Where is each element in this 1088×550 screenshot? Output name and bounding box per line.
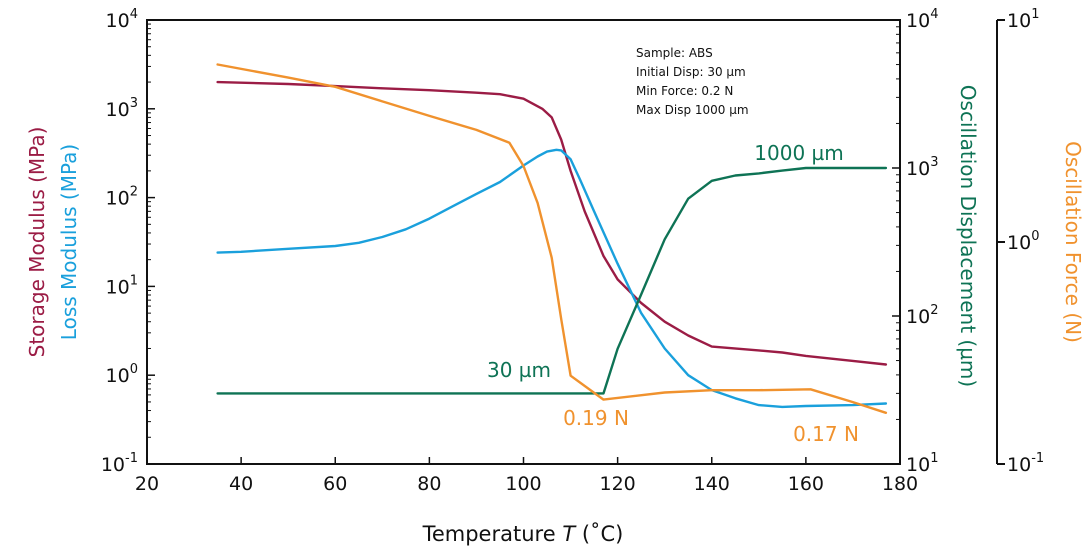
force-tick-label: 100	[1007, 229, 1039, 254]
plot-frame	[146, 19, 901, 465]
annotation-1000um: 1000 µm	[754, 141, 843, 165]
info-line-3: Min Force: 0.2 N	[636, 84, 733, 98]
x-tick-label: 120	[599, 473, 635, 495]
left-tick-label: 10-1	[101, 451, 138, 476]
storage-modulus-axis-label: Storage Modulus (MPa)	[25, 127, 49, 358]
oscillation-force-axis-label: Oscillation Force (N)	[1061, 141, 1085, 343]
force-tick-label: 101	[1007, 7, 1039, 32]
storage-modulus-line	[216, 80, 888, 366]
annotation-019N: 0.19 N	[563, 406, 629, 430]
info-line-1: Sample: ABS	[636, 46, 713, 60]
right-tick-label: 104	[906, 7, 938, 32]
left-tick-label: 101	[106, 273, 138, 298]
loss-modulus-axis-label: Loss Modulus (MPa)	[57, 144, 81, 340]
x-tick-label: 180	[882, 473, 918, 495]
x-tick-label: 80	[417, 473, 441, 495]
right-tick-label: 103	[906, 155, 938, 180]
x-tick-label: 40	[229, 473, 253, 495]
right-tick-label: 102	[906, 303, 938, 328]
x-tick-label: 60	[323, 473, 347, 495]
annotation-017N: 0.17 N	[793, 422, 859, 446]
x-tick-label: 20	[135, 473, 159, 495]
left-tick-label: 102	[106, 185, 138, 210]
series-layer	[216, 63, 888, 414]
x-axis-label-text: Temperature	[422, 522, 556, 546]
annotation-30um: 30 µm	[487, 358, 551, 382]
x-axis-label-unit: (˚C)	[582, 522, 624, 546]
force-tick-label: 10-1	[1007, 451, 1044, 476]
x-axis-label: Temperature T (˚C)	[422, 522, 624, 546]
oscillation-displacement-line	[216, 166, 888, 395]
x-tick-label: 140	[694, 473, 730, 495]
oscillation-force-line	[216, 63, 888, 414]
axis-ticks	[146, 19, 1005, 465]
info-line-4: Max Disp 1000 µm	[636, 103, 749, 117]
sample-info: Sample: ABS Initial Disp: 30 µm Min Forc…	[636, 46, 749, 117]
x-tick-label: 100	[505, 473, 541, 495]
x-tick-label: 160	[788, 473, 824, 495]
x-axis-label-symbol: T	[562, 522, 577, 546]
tick-labels: 20 40 60 80 100 120 140 160 180 104 103 102 101 100 10…	[101, 7, 1044, 495]
right-tick-label: 101	[906, 451, 938, 476]
left-tick-label: 100	[106, 362, 138, 387]
info-line-2: Initial Disp: 30 µm	[636, 65, 746, 79]
oscillation-displacement-axis-label: Oscillation Displacement (µm)	[956, 85, 980, 387]
left-tick-label: 104	[106, 7, 138, 32]
left-tick-label: 103	[106, 96, 138, 121]
loss-modulus-line	[216, 148, 888, 409]
